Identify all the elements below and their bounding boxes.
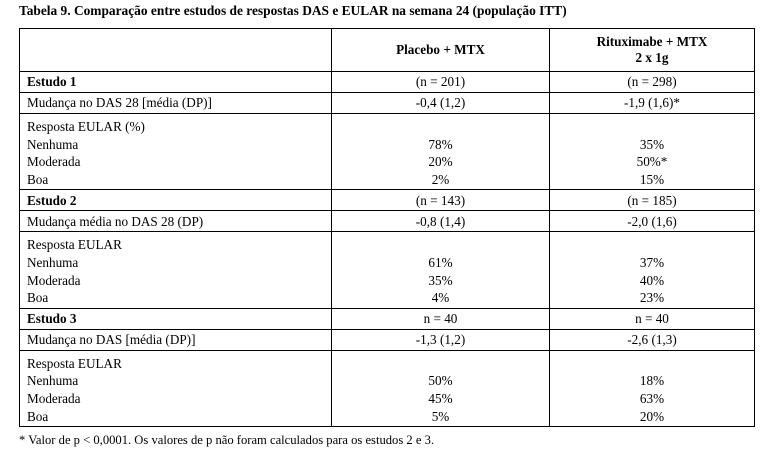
rituximabe-n: (n = 298) (549, 71, 755, 93)
eular-r3-rituximabe: 20% (639, 408, 665, 424)
rituximabe-n: n = 40 (549, 307, 755, 330)
eular-r2-rituximabe: 63% (639, 390, 665, 406)
study-label: Estudo 2 (19, 189, 332, 212)
eular-r3-placebo: 2% (431, 171, 450, 187)
placebo-n: (n = 201) (331, 71, 550, 93)
eular-r2-label: Moderada (27, 154, 81, 170)
eular-labels: Resposta EULAR Nenhuma Moderada Boa (19, 349, 332, 428)
eular-title: Resposta EULAR (%) (27, 119, 145, 134)
table-footnote: * Valor de p < 0,0001. Os valores de p n… (19, 433, 435, 447)
eular-r1-rituximabe: 37% (639, 254, 665, 270)
header-rituximabe: Rituximabe + MTX 2 x 1g (549, 28, 755, 72)
table-header-row: Placebo + MTX Rituximabe + MTX 2 x 1g (19, 28, 755, 72)
eular-rituximabe-values: 18% 63% 20% (549, 349, 755, 428)
study-label: Estudo 3 (19, 307, 332, 330)
eular-r1-rituximabe: 35% (639, 136, 665, 152)
eular-r1-label: Nenhuma (27, 136, 79, 152)
eular-r1-placebo: 61% (428, 254, 453, 270)
placebo-n: (n = 143) (331, 189, 550, 212)
eular-rituximabe-values: 35% 50%* 15% (549, 112, 755, 191)
das-rituximabe: -2,6 (1,3) (549, 328, 755, 351)
das-placebo: -0,8 (1,4) (331, 210, 550, 233)
eular-r1-rituximabe: 18% (639, 373, 665, 389)
eular-rituximabe-values: 37% 40% 23% (549, 231, 755, 309)
comparison-table: Placebo + MTX Rituximabe + MTX 2 x 1g Es… (19, 28, 755, 428)
rituximabe-n: (n = 185) (549, 189, 755, 212)
eular-title: Resposta EULAR (27, 355, 122, 371)
eular-labels: Resposta EULAR (%) Nenhuma Moderada Boa (19, 112, 332, 191)
table-row: Mudança média no DAS 28 (DP) -0,8 (1,4) … (19, 210, 755, 233)
eular-r1-placebo: 78% (428, 136, 453, 152)
eular-placebo-values: 61% 35% 4% (331, 231, 550, 309)
eular-r3-label: Boa (27, 171, 49, 187)
eular-r2-label: Moderada (27, 272, 81, 288)
header-placebo: Placebo + MTX (331, 28, 550, 72)
das-label: Mudança média no DAS 28 (DP) (19, 210, 332, 233)
eular-r2-placebo: 20% (428, 154, 453, 170)
table-row: Estudo 3 n = 40 n = 40 (19, 307, 755, 330)
eular-r2-placebo: 35% (428, 272, 453, 288)
table-row: Resposta EULAR Nenhuma Moderada Boa 61% … (19, 231, 755, 309)
table-row: Mudança no DAS 28 [média (DP)] -0,4 (1,2… (19, 92, 755, 114)
eular-r2-rituximabe: 40% (639, 272, 665, 288)
das-label: Mudança no DAS 28 [média (DP)] (19, 92, 332, 114)
header-rituximabe-line1: Rituximabe + MTX (596, 34, 708, 49)
eular-r3-placebo: 4% (431, 290, 450, 306)
das-rituximabe: -2,0 (1,6) (549, 210, 755, 233)
das-label: Mudança no DAS [média (DP)] (19, 328, 332, 351)
table-row: Estudo 1 (n = 201) (n = 298) (19, 71, 755, 93)
table-row: Resposta EULAR Nenhuma Moderada Boa 50% … (19, 349, 755, 428)
eular-title: Resposta EULAR (27, 237, 122, 253)
eular-r3-placebo: 5% (431, 408, 450, 424)
eular-r3-rituximabe: 15% (639, 171, 665, 187)
table-row: Mudança no DAS [média (DP)] -1,3 (1,2) -… (19, 328, 755, 351)
table-row: Resposta EULAR (%) Nenhuma Moderada Boa … (19, 112, 755, 191)
eular-r2-label: Moderada (27, 390, 81, 406)
eular-r1-label: Nenhuma (27, 373, 79, 389)
eular-r2-placebo: 45% (428, 390, 453, 406)
eular-r1-label: Nenhuma (27, 254, 79, 270)
das-placebo: -1,3 (1,2) (331, 328, 550, 351)
eular-r2-rituximabe: 50%* (636, 154, 668, 170)
eular-r3-label: Boa (27, 408, 49, 424)
eular-placebo-values: 50% 45% 5% (331, 349, 550, 428)
placebo-n: n = 40 (331, 307, 550, 330)
header-empty-cell (19, 28, 332, 72)
table-row: Estudo 2 (n = 143) (n = 185) (19, 189, 755, 212)
header-rituximabe-line2: 2 x 1g (635, 50, 669, 65)
das-rituximabe: -1,9 (1,6)* (549, 92, 755, 114)
eular-placebo-values: 78% 20% 2% (331, 112, 550, 191)
table-caption: Tabela 9. Comparação entre estudos de re… (19, 3, 567, 18)
study-label: Estudo 1 (19, 71, 332, 93)
das-placebo: -0,4 (1,2) (331, 92, 550, 114)
eular-r1-placebo: 50% (428, 373, 453, 389)
eular-r3-label: Boa (27, 290, 49, 306)
eular-r3-rituximabe: 23% (639, 290, 665, 306)
eular-labels: Resposta EULAR Nenhuma Moderada Boa (19, 231, 332, 309)
